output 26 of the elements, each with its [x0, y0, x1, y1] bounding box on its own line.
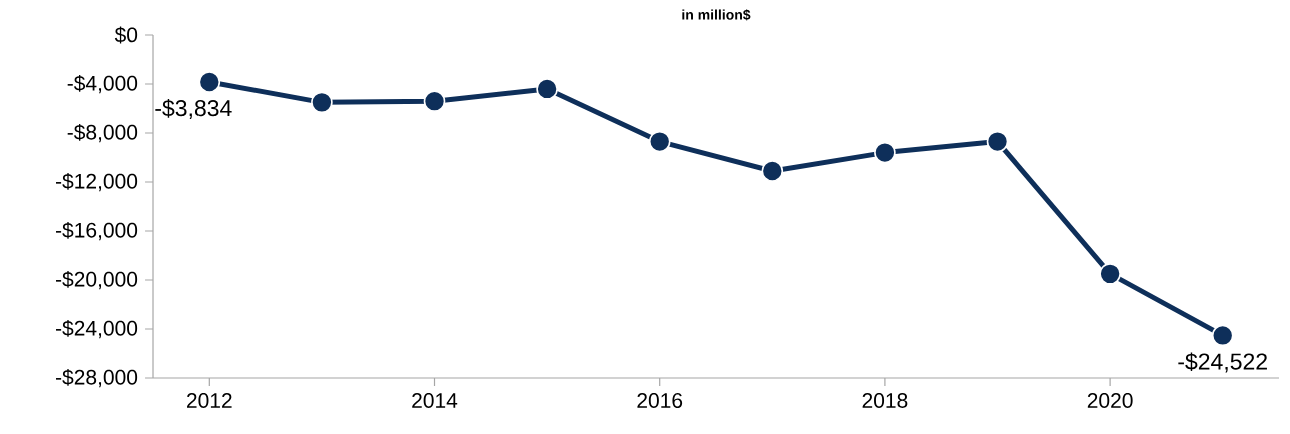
point [536, 78, 558, 100]
y-tick-label: -$20,000 [56, 270, 138, 290]
point [648, 130, 671, 153]
point [761, 160, 784, 182]
y-tick-label: -$28,000 [56, 368, 138, 388]
y-tick-label: -$12,000 [56, 172, 138, 192]
x-tick-label: 2014 [412, 393, 458, 408]
point [986, 130, 1009, 153]
data-label: -$24,522 [1178, 352, 1267, 373]
y-tick-label: -$24,000 [56, 319, 138, 339]
point [423, 90, 446, 112]
y-tick-label: $0 [114, 26, 138, 44]
point [311, 91, 333, 114]
point [1099, 263, 1121, 285]
data-label: -$3,834 [155, 99, 232, 120]
x-tick-label: 2012 [187, 393, 232, 408]
x-tick-label: 2016 [637, 393, 683, 408]
x-tick-label: 2020 [1087, 393, 1133, 408]
y-tick-label: -$8,000 [67, 123, 138, 143]
y-tick-label: -$4,000 [67, 74, 138, 94]
point [1211, 324, 1234, 347]
chart-title: in million$ [682, 9, 751, 21]
point [198, 71, 221, 93]
point [874, 141, 896, 164]
y-tick-label: -$16,000 [56, 221, 138, 241]
x-tick-label: 2018 [862, 393, 908, 408]
